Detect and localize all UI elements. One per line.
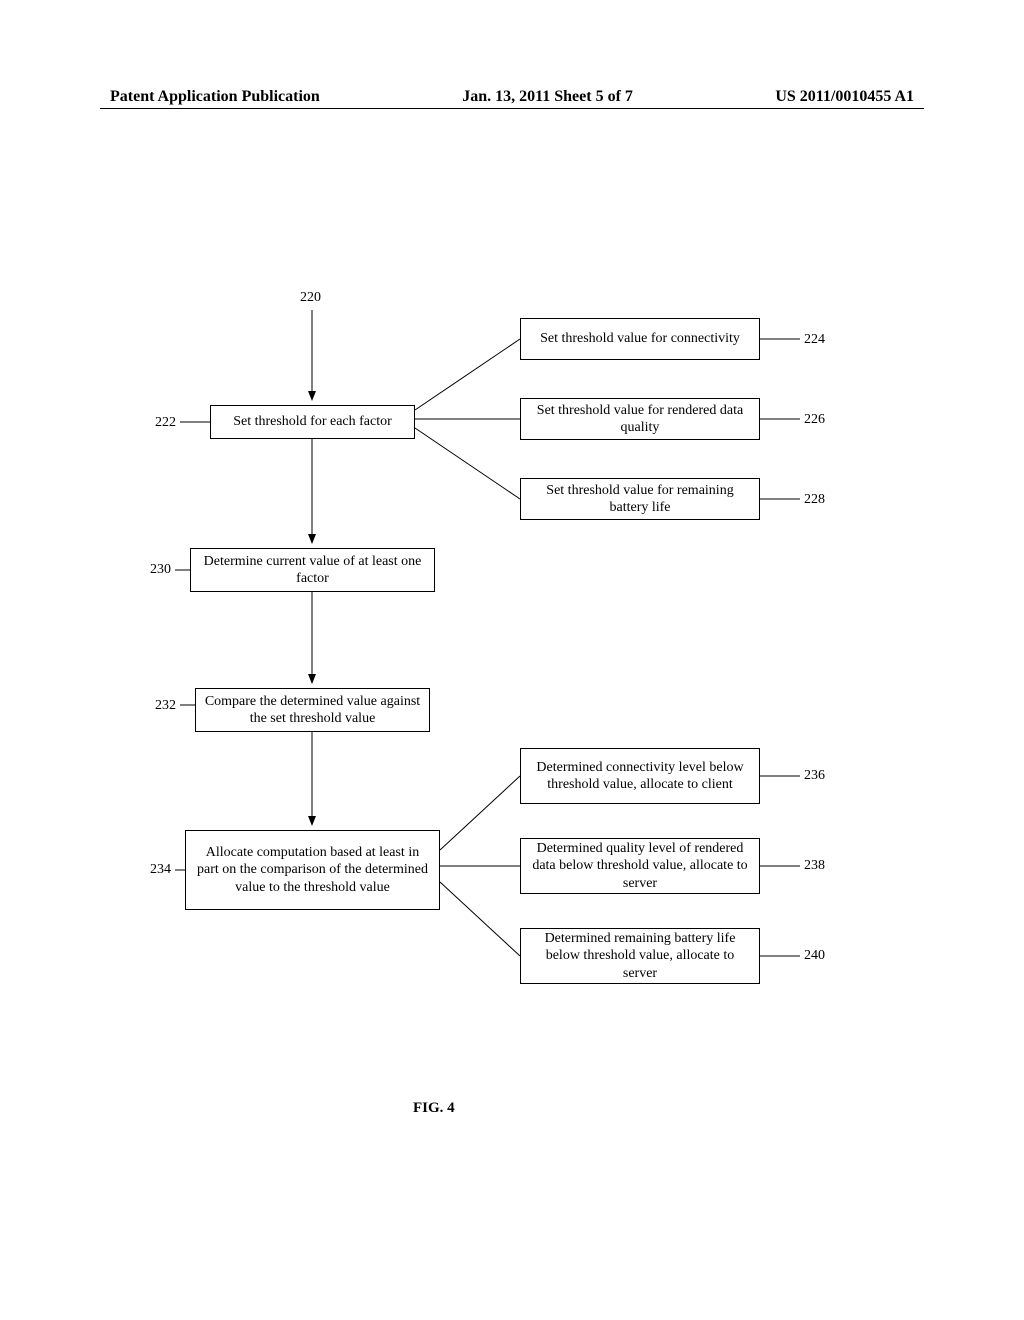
box-threshold-battery: Set threshold value for remaining batter… [520, 478, 760, 520]
ref-220: 220 [300, 290, 321, 306]
ref-240: 240 [804, 948, 825, 964]
flowchart-diagram: Set threshold for each factor Set thresh… [0, 0, 1024, 1320]
flowchart-lines [0, 0, 1024, 1320]
ref-238: 238 [804, 858, 825, 874]
ref-234: 234 [150, 862, 171, 878]
ref-228: 228 [804, 492, 825, 508]
box-quality-below-server: Determined quality level of rendered dat… [520, 838, 760, 894]
box-determine-current-value: Determine current value of at least one … [190, 548, 435, 592]
ref-232: 232 [155, 698, 176, 714]
box-connectivity-below-client: Determined connectivity level below thre… [520, 748, 760, 804]
box-threshold-connectivity: Set threshold value for connectivity [520, 318, 760, 360]
ref-224: 224 [804, 332, 825, 348]
box-compare-value: Compare the determined value against the… [195, 688, 430, 732]
ref-236: 236 [804, 768, 825, 784]
figure-label: FIG. 4 [413, 1100, 455, 1117]
box-battery-below-server: Determined remaining battery life below … [520, 928, 760, 984]
ref-230: 230 [150, 562, 171, 578]
ref-226: 226 [804, 412, 825, 428]
ref-222: 222 [155, 415, 176, 431]
box-set-threshold-each-factor: Set threshold for each factor [210, 405, 415, 439]
box-threshold-data-quality: Set threshold value for rendered data qu… [520, 398, 760, 440]
box-allocate-computation: Allocate computation based at least in p… [185, 830, 440, 910]
